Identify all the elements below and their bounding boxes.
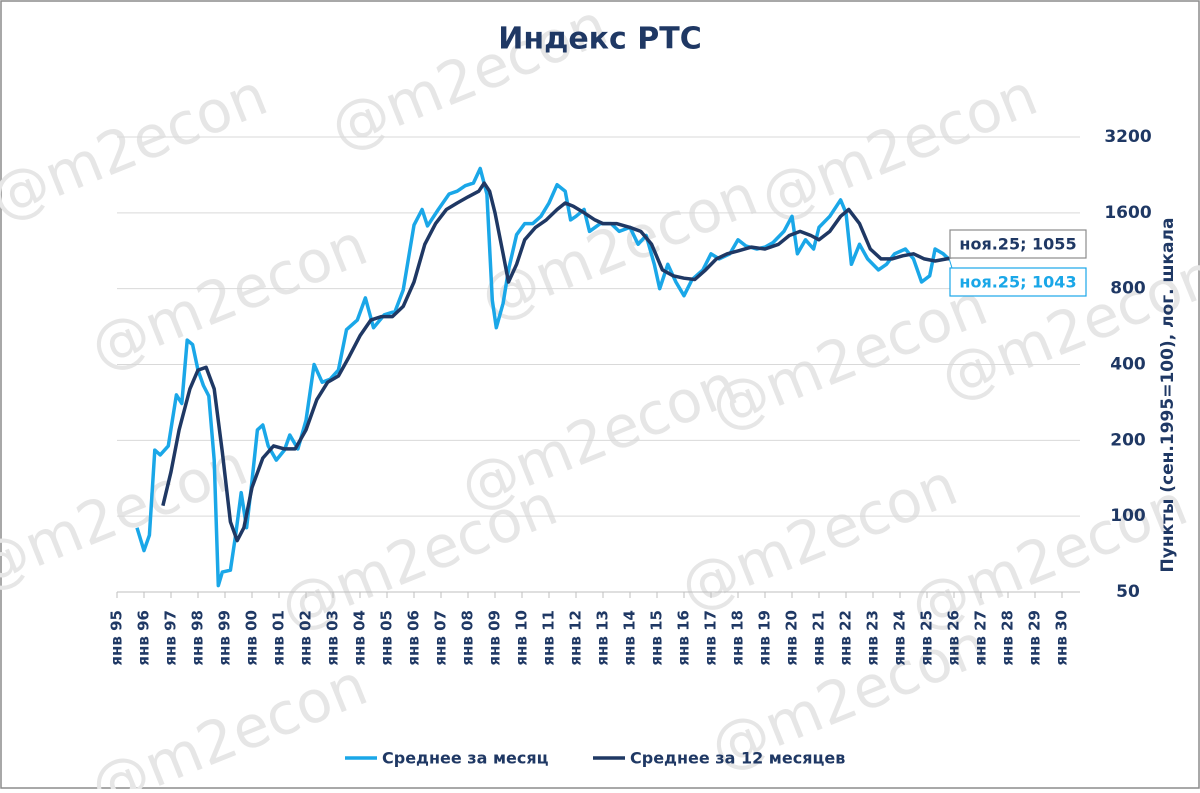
x-tick-label: янв 07 bbox=[432, 610, 450, 666]
x-tick-label: янв 00 bbox=[243, 610, 261, 666]
x-tick-label: янв 28 bbox=[999, 610, 1017, 666]
x-tick-label: янв 03 bbox=[324, 610, 342, 666]
x-tick-label: янв 09 bbox=[486, 610, 504, 666]
x-tick-label: янв 26 bbox=[945, 610, 963, 666]
x-tick-label: янв 08 bbox=[459, 610, 477, 666]
y-tick-label: 50 bbox=[1116, 582, 1140, 602]
x-tick-label: янв 17 bbox=[702, 610, 720, 666]
annotation-label: ноя.25; 1055 bbox=[959, 235, 1076, 254]
x-tick-label: янв 98 bbox=[189, 610, 207, 666]
x-tick-label: янв 23 bbox=[864, 610, 882, 666]
x-tick-label: янв 15 bbox=[648, 610, 666, 666]
y-tick-label: 1600 bbox=[1104, 203, 1151, 223]
legend-label: Среднее за 12 месяцев bbox=[630, 749, 845, 768]
x-tick-label: янв 16 bbox=[675, 610, 693, 666]
chart-title: Индекс РТС bbox=[498, 22, 701, 57]
x-tick-label: янв 97 bbox=[162, 610, 180, 666]
x-tick-label: янв 04 bbox=[351, 610, 369, 666]
x-tick-label: янв 95 bbox=[108, 610, 126, 666]
legend-label: Среднее за месяц bbox=[382, 749, 549, 768]
x-tick-label: янв 99 bbox=[216, 610, 234, 666]
x-tick-label: янв 01 bbox=[270, 610, 288, 666]
x-tick-label: янв 24 bbox=[891, 610, 909, 666]
x-tick-label: янв 18 bbox=[729, 610, 747, 666]
x-tick-label: янв 21 bbox=[810, 610, 828, 666]
x-tick-label: янв 27 bbox=[972, 610, 990, 666]
y-tick-label: 3200 bbox=[1104, 127, 1151, 147]
x-tick-label: янв 06 bbox=[405, 610, 423, 666]
x-tick-label: янв 22 bbox=[837, 610, 855, 666]
x-tick-label: янв 25 bbox=[918, 610, 936, 666]
x-tick-label: янв 14 bbox=[621, 610, 639, 666]
x-tick-label: янв 11 bbox=[540, 610, 558, 666]
y-tick-label: 100 bbox=[1110, 506, 1146, 526]
y-tick-label: 800 bbox=[1110, 279, 1146, 299]
x-tick-label: янв 13 bbox=[594, 610, 612, 666]
x-tick-label: янв 12 bbox=[567, 610, 585, 666]
y-axis-label: Пункты (сен.1995=100), лог. шкала bbox=[1158, 218, 1178, 573]
y-tick-label: 400 bbox=[1110, 355, 1146, 375]
x-tick-label: янв 05 bbox=[378, 610, 396, 666]
x-tick-label: янв 19 bbox=[756, 610, 774, 666]
x-tick-label: янв 29 bbox=[1026, 610, 1044, 666]
x-tick-label: янв 10 bbox=[513, 610, 531, 666]
x-tick-label: янв 96 bbox=[135, 610, 153, 666]
x-tick-label: янв 20 bbox=[783, 610, 801, 666]
y-tick-label: 200 bbox=[1110, 430, 1146, 450]
annotation-label: ноя.25; 1043 bbox=[959, 273, 1076, 292]
x-tick-label: янв 30 bbox=[1053, 610, 1071, 666]
x-tick-label: янв 02 bbox=[297, 610, 315, 666]
